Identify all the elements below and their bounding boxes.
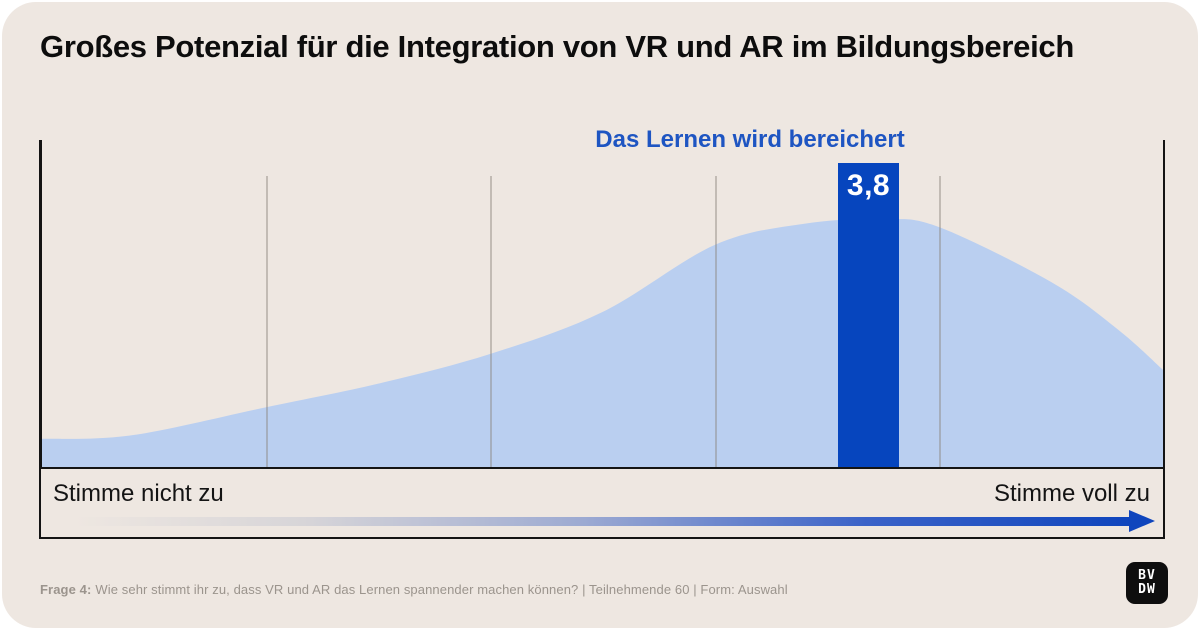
question-number: Frage 4: (40, 582, 92, 597)
mean-value-bar: 3,8 (838, 163, 899, 467)
chart-annotation: Das Lernen wird bereichert (595, 126, 905, 153)
gridline (939, 176, 941, 467)
distribution-area-curve (42, 218, 1163, 467)
gridline (266, 176, 268, 467)
agreement-arrow-head-icon (1129, 510, 1155, 532)
question-text: Wie sehr stimmt ihr zu, dass VR und AR d… (95, 582, 788, 597)
bvdw-logo: BV DW (1126, 562, 1168, 604)
bvdw-logo-line1: BV (1138, 567, 1156, 583)
page-title: Großes Potenzial für die Integration von… (40, 29, 1074, 64)
x-axis-box: Stimme nicht zu Stimme voll zu (39, 467, 1165, 539)
distribution-plot: 3,8 (39, 140, 1165, 467)
source-note: Frage 4: Wie sehr stimmt ihr zu, dass VR … (40, 582, 788, 597)
agreement-arrow-track (75, 517, 1131, 526)
bvdw-logo-line2: DW (1138, 582, 1156, 597)
mean-value-label: 3,8 (846, 169, 891, 202)
axis-label-disagree: Stimme nicht zu (53, 480, 224, 507)
gridline (490, 176, 492, 467)
gridline (715, 176, 717, 467)
axis-label-agree: Stimme voll zu (993, 480, 1150, 507)
